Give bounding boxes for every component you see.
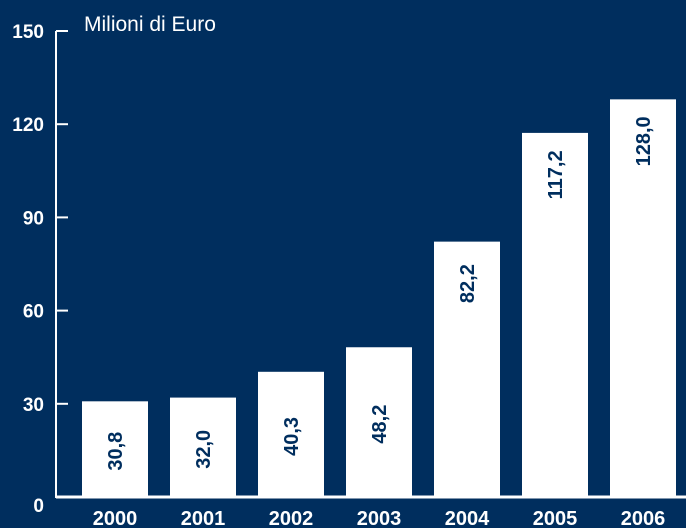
y-tick-label: 30	[23, 395, 44, 416]
bar	[610, 99, 676, 497]
bar-value-label: 30,8	[105, 432, 127, 471]
x-axis-ticks: 2000 2001 2002 2003 2004 2005 2006	[93, 508, 666, 528]
bar	[258, 371, 324, 497]
x-tick-label: 2004	[445, 508, 490, 528]
x-tick-label: 2002	[269, 508, 314, 528]
y-tick-label: 90	[23, 208, 44, 229]
bar	[346, 347, 412, 497]
y-tick-label: 150	[12, 22, 44, 43]
y-tick-label: 120	[12, 115, 44, 136]
bar	[522, 132, 588, 497]
bar-value-label: 48,2	[369, 405, 391, 444]
bar-value-label: 117,2	[545, 150, 567, 199]
y-tick-label: 0	[33, 496, 44, 517]
y-axis-title: Milioni di Euro	[84, 13, 216, 36]
y-tick-label: 60	[23, 302, 44, 323]
bar-value-label: 40,3	[281, 417, 303, 456]
x-tick-label: 2000	[93, 508, 138, 528]
bar-value-label: 128,0	[633, 116, 655, 166]
x-tick-label: 2006	[621, 508, 666, 528]
x-tick-label: 2003	[357, 508, 402, 528]
bar	[170, 397, 236, 497]
bar	[434, 241, 500, 497]
bar	[82, 401, 148, 497]
x-tick-label: 2001	[181, 508, 226, 528]
bar-value-label: 82,2	[457, 264, 479, 303]
y-axis-ticks: 0 30 60 90 120 150	[12, 22, 68, 517]
bar-value-label: 32,0	[193, 430, 215, 469]
bars-group: 30,8 32,0 40,3 48,2 82,2 117,2 128,0	[82, 99, 676, 497]
x-tick-label: 2005	[533, 508, 578, 528]
